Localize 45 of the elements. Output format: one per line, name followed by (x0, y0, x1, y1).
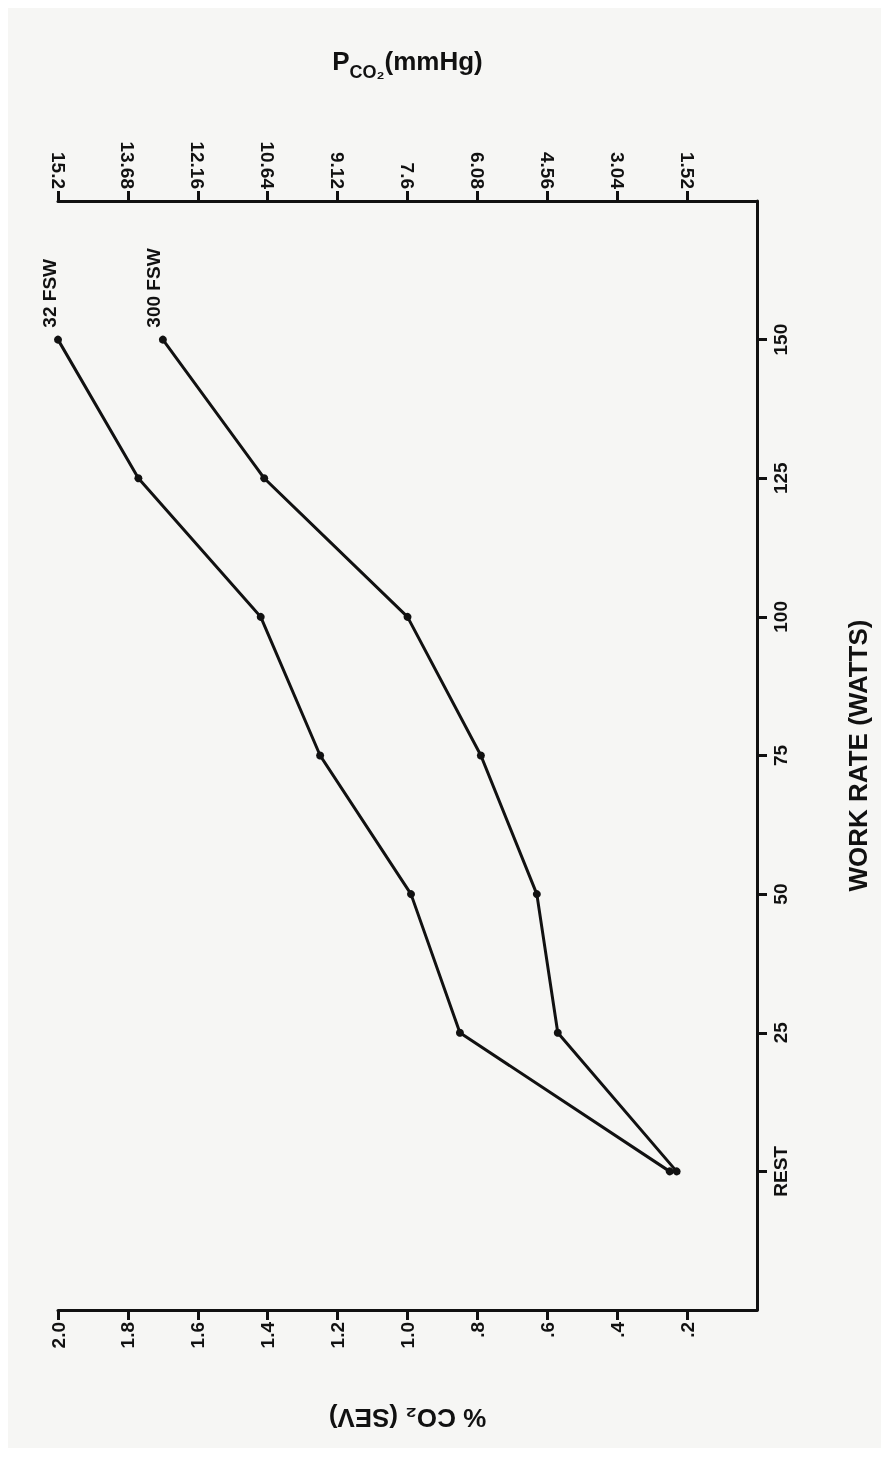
x2-tick-label: 10.64 (257, 141, 279, 190)
y-tick-label: 150 (770, 323, 791, 356)
x2-tick-label: 15.2 (47, 152, 69, 189)
y-tick-label: 100 (770, 601, 791, 633)
point (316, 751, 325, 760)
point (455, 1028, 464, 1037)
x2-tick-label: 9.12 (327, 152, 349, 189)
x-tick-label: 1.2 (327, 1322, 349, 1349)
y-tick-label: 75 (770, 744, 791, 767)
x-tick-label: .6 (536, 1322, 558, 1338)
x2-tick-label: 7.6 (397, 162, 418, 189)
point (54, 335, 62, 344)
point (553, 1028, 562, 1037)
point (672, 1167, 681, 1176)
point (134, 474, 143, 483)
x2-tick-label: 6.08 (466, 152, 488, 189)
point (407, 890, 415, 899)
x-tick-label: 1.6 (187, 1322, 209, 1349)
x-tick-label: 1.4 (257, 1321, 279, 1349)
y-tick-label: REST (770, 1145, 791, 1197)
x-tick-label: 2.0 (47, 1322, 69, 1349)
point (260, 474, 269, 483)
x-tick-label: .2 (676, 1322, 698, 1338)
y-tick-label: 25 (770, 1021, 791, 1044)
x-tick-label: 1.0 (397, 1322, 418, 1349)
x2-tick-label: 13.68 (117, 141, 139, 189)
point (256, 612, 265, 621)
point (158, 335, 167, 344)
x-tick-label: 1.8 (117, 1322, 139, 1349)
text: 300 FSW (143, 248, 165, 328)
text: 32 FSW (38, 258, 60, 328)
x2-tick-label: 1.52 (676, 152, 698, 189)
y-tick-label: 50 (770, 883, 791, 905)
x2-tick-label: 4.56 (536, 152, 558, 189)
y-tick-label: 125 (770, 461, 791, 495)
x-tick-label: .8 (466, 1322, 488, 1338)
point (532, 890, 541, 899)
x-tick-label: .4 (606, 1321, 628, 1338)
x-axis-title: % CO₂ (SEV) (328, 1403, 487, 1433)
x2-tick-label: 12.16 (187, 141, 209, 189)
x2-tick-label: 3.04 (606, 152, 628, 190)
point (476, 751, 485, 760)
y-axis-title: WORK RATE (WATTS) (843, 619, 873, 892)
point (403, 612, 412, 621)
point (665, 1167, 674, 1176)
